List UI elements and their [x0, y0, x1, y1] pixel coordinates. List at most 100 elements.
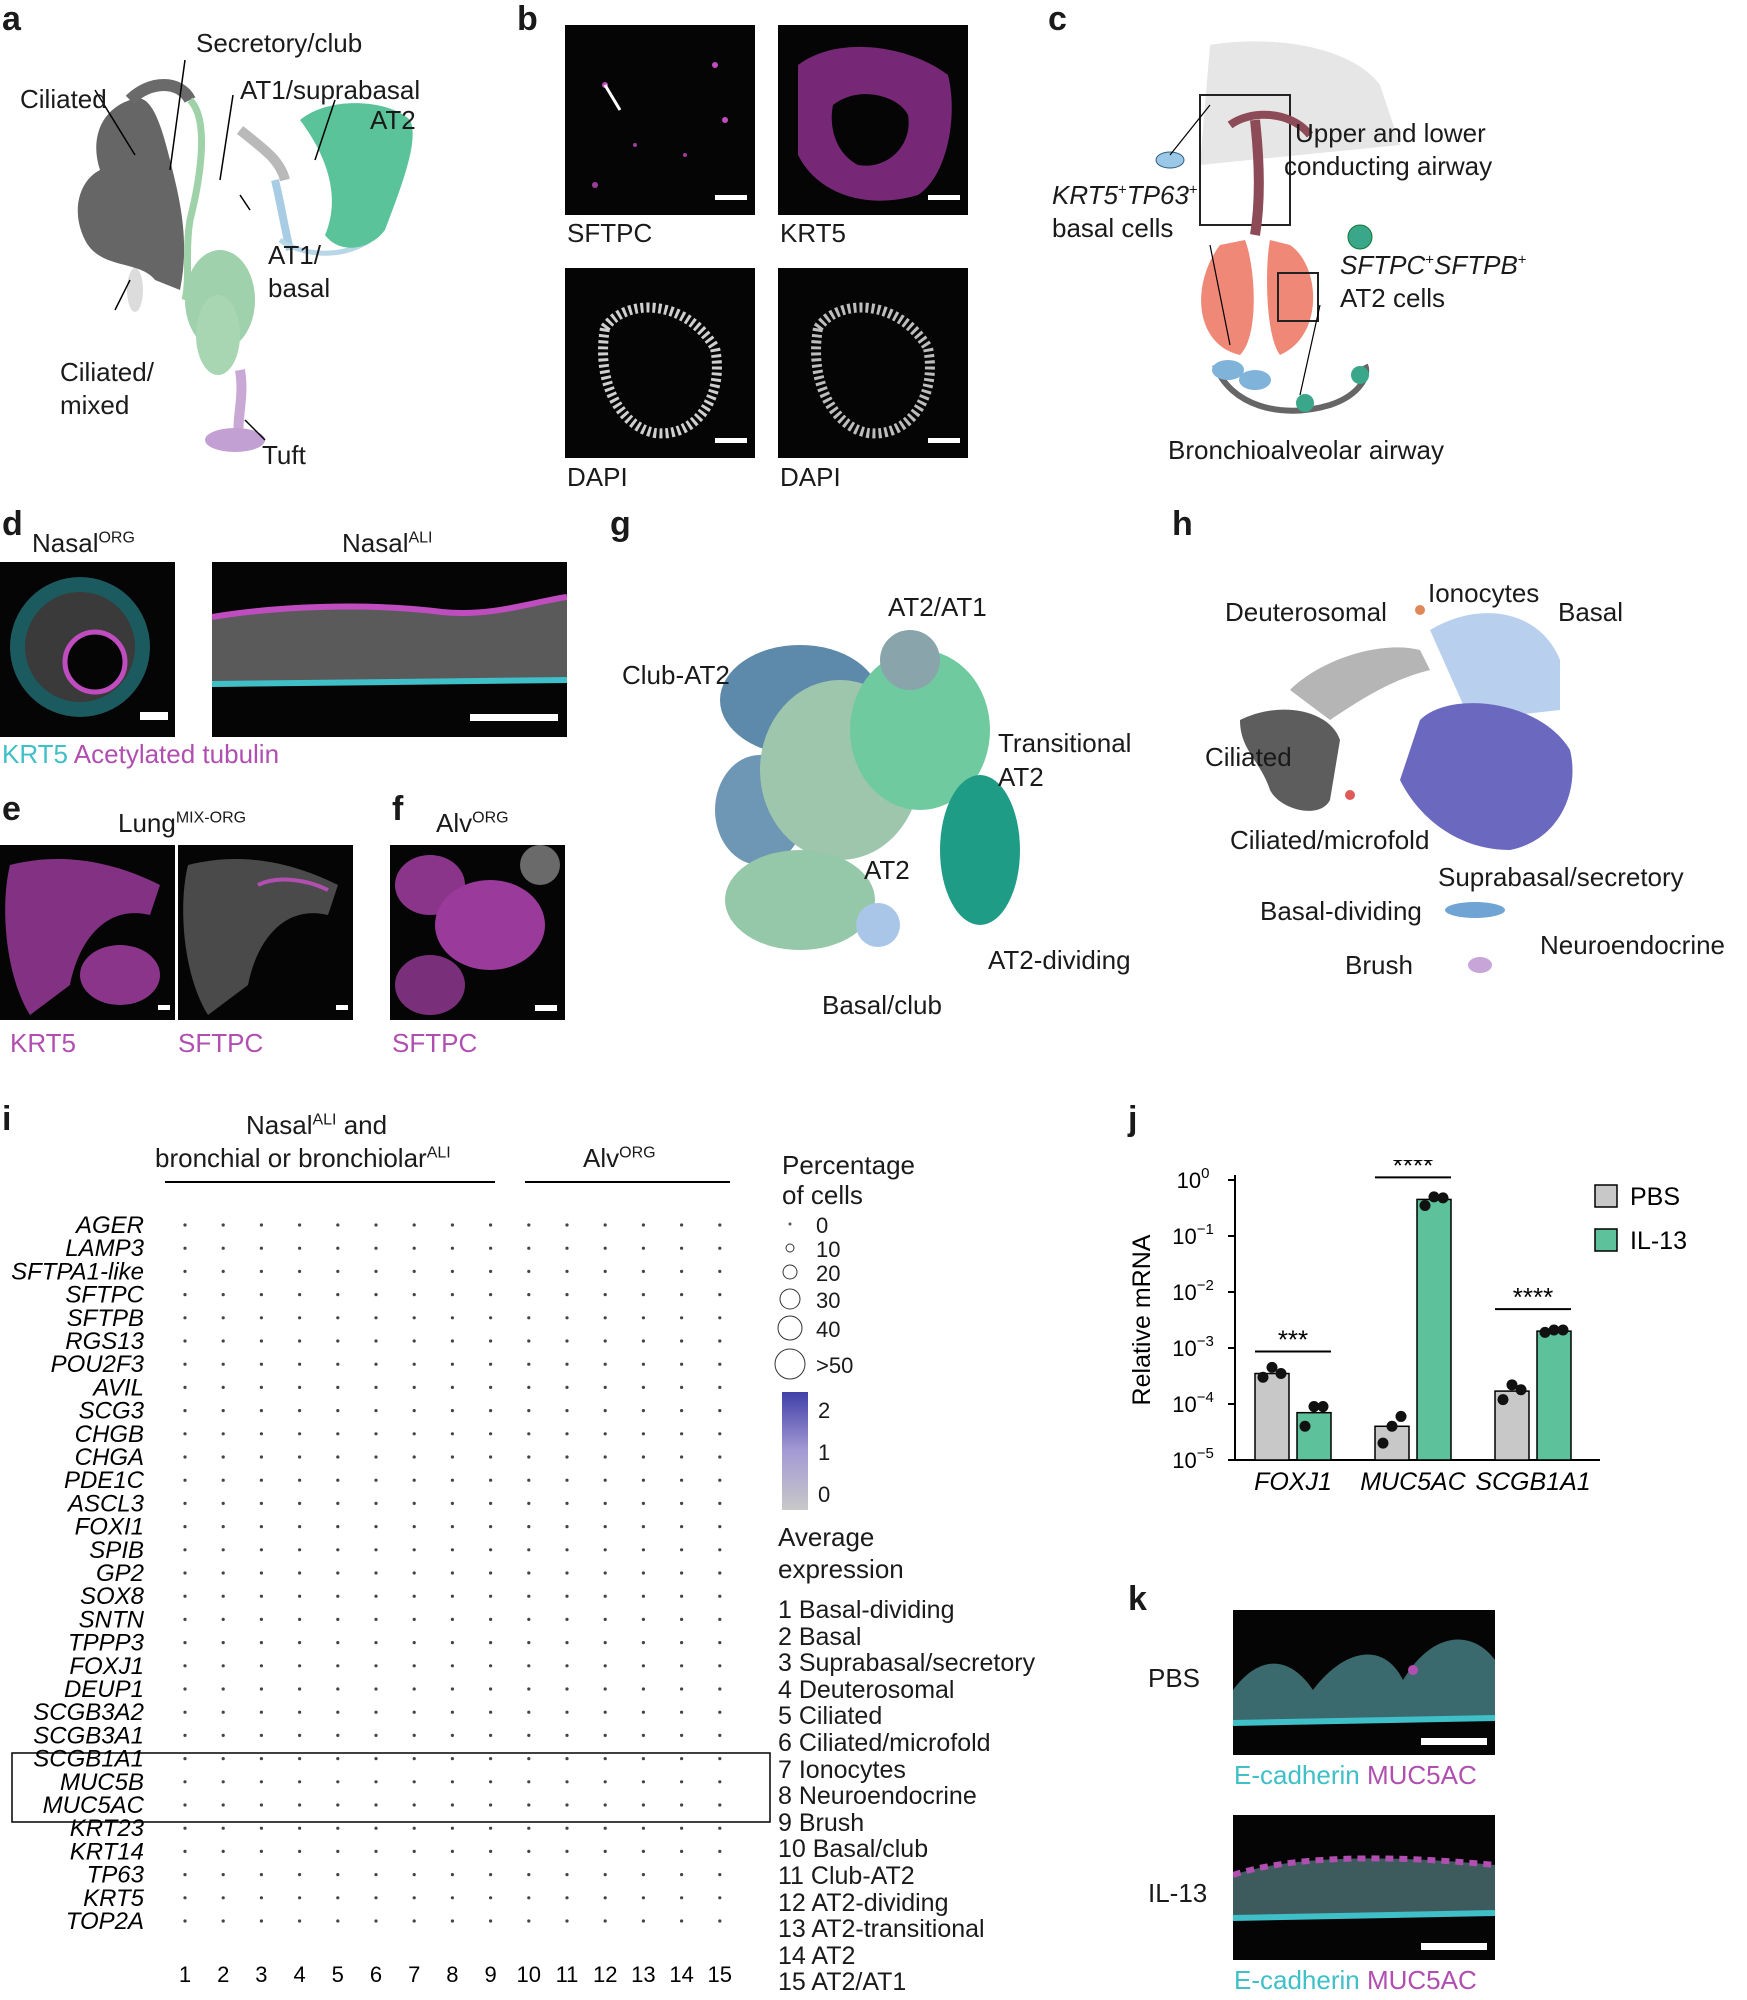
- dot-mark: [412, 1849, 416, 1853]
- dot-mark: [489, 1641, 493, 1645]
- dot-mark: [298, 1548, 302, 1552]
- dot-mark: [336, 1826, 340, 1830]
- legend-swatch: [1594, 1184, 1618, 1208]
- dot-mark: [489, 1293, 493, 1297]
- cluster-list-item: 2 Basal: [778, 1622, 862, 1651]
- dot-mark: [336, 1664, 340, 1668]
- dot-mark: [221, 1432, 225, 1436]
- dot-mark: [680, 1293, 684, 1297]
- cluster-tick-label: 3: [255, 1962, 267, 1987]
- dot-mark: [641, 1478, 646, 1482]
- cluster-list-item: 3 Suprabasal/secretory: [778, 1649, 1036, 1678]
- dot-mark: [374, 1873, 378, 1877]
- dot-mark: [221, 1733, 225, 1737]
- dot-mark: [565, 1223, 569, 1227]
- dot-mark: [259, 1710, 263, 1714]
- micrograph-alv-sftpc: [390, 845, 565, 1020]
- dot-mark: [259, 1432, 263, 1436]
- dot-mark: [374, 1826, 378, 1830]
- dot-mark: [336, 1710, 340, 1714]
- panel-letter-c: c: [1048, 0, 1067, 38]
- dot-mark: [450, 1385, 454, 1389]
- dot-mark: [641, 1571, 646, 1575]
- cluster-tick-label: 12: [593, 1962, 617, 1987]
- gene-label: TPPP3: [68, 1630, 145, 1657]
- dot-mark: [680, 1803, 684, 1807]
- dot-mark: [259, 1385, 263, 1389]
- gene-label: MUC5AC: [43, 1792, 145, 1819]
- dot-mark: [603, 1571, 607, 1575]
- panel-letter-i: i: [2, 1100, 12, 1138]
- dot-mark: [183, 1409, 187, 1413]
- dot-mark: [680, 1501, 684, 1505]
- dot-mark: [450, 1803, 454, 1807]
- gene-label: SCG3: [79, 1398, 145, 1425]
- dot-mark: [374, 1362, 378, 1366]
- dot-mark: [298, 1385, 302, 1389]
- caption-sftpc-e: SFTPC: [178, 1028, 264, 1058]
- dot-mark: [641, 1548, 646, 1552]
- caption-dapi-2: DAPI: [780, 462, 841, 492]
- dot-mark: [221, 1757, 225, 1761]
- dot-mark: [680, 1455, 684, 1459]
- dot-mark: [450, 1733, 454, 1737]
- dot-mark: [489, 1733, 493, 1737]
- dot-mark: [298, 1246, 302, 1250]
- dot-mark: [680, 1919, 684, 1923]
- gene-label: SCGB3A1: [33, 1722, 144, 1749]
- cluster-tick-label: 13: [631, 1962, 655, 1987]
- dot-mark: [603, 1710, 607, 1714]
- dot-mark: [641, 1873, 646, 1877]
- dot-mark: [221, 1525, 225, 1529]
- dot-mark: [412, 1409, 416, 1413]
- dot-mark: [336, 1501, 340, 1505]
- dot-mark: [603, 1293, 607, 1297]
- dot-mark: [374, 1571, 378, 1575]
- dot-mark: [183, 1246, 187, 1250]
- dot-mark: [641, 1269, 646, 1273]
- gene-label: SFTPB: [67, 1305, 144, 1332]
- bar: [1536, 1330, 1572, 1461]
- caption-sftpc-f: SFTPC: [392, 1028, 478, 1058]
- dot-mark: [183, 1501, 187, 1505]
- dot-mark: [298, 1780, 302, 1784]
- cluster-tick-label: 10: [517, 1962, 541, 1987]
- dot-mark: [680, 1826, 684, 1830]
- y-tick-label: 10−3: [1172, 1333, 1214, 1361]
- dot-mark: [183, 1826, 187, 1830]
- dot-mark: [221, 1687, 225, 1691]
- dot-mark: [221, 1873, 225, 1877]
- title-lung-mix-org: LungMIX-ORG: [118, 808, 247, 838]
- dot-mark: [183, 1478, 187, 1482]
- dot-mark: [183, 1664, 187, 1668]
- dot-mark: [412, 1339, 416, 1343]
- size-legend-50: >50: [816, 1353, 854, 1378]
- data-point: [1557, 1324, 1569, 1336]
- dot-mark: [259, 1223, 263, 1227]
- dot-mark: [183, 1223, 187, 1227]
- dot-mark: [259, 1339, 263, 1343]
- dot-mark: [565, 1385, 569, 1389]
- cluster-tick-label: 2: [217, 1962, 229, 1987]
- group-header-1-line2: bronchial or bronchiolarALI: [155, 1143, 451, 1173]
- gene-label: ASCL3: [66, 1490, 145, 1517]
- dot-mark: [603, 1316, 607, 1320]
- dot-mark: [603, 1269, 607, 1273]
- gene-label: TOP2A: [66, 1908, 144, 1935]
- dot-mark: [718, 1664, 722, 1668]
- dot-mark: [221, 1826, 225, 1830]
- label-basal-club: Basal/club: [822, 990, 942, 1020]
- dot-mark: [298, 1617, 302, 1621]
- dot-mark: [680, 1478, 684, 1482]
- dot-mark: [489, 1548, 493, 1552]
- gene-label: FOXJ1: [69, 1653, 144, 1680]
- dot-mark: [489, 1919, 493, 1923]
- data-point: [1428, 1191, 1440, 1203]
- dot-mark: [450, 1269, 454, 1273]
- dot-mark: [641, 1687, 646, 1691]
- label-club-at2: Club-AT2: [622, 660, 730, 690]
- dot-mark: [489, 1873, 493, 1877]
- micrograph-lung-sftpc: [178, 845, 353, 1020]
- dot-mark: [489, 1385, 493, 1389]
- dot-mark: [718, 1409, 722, 1413]
